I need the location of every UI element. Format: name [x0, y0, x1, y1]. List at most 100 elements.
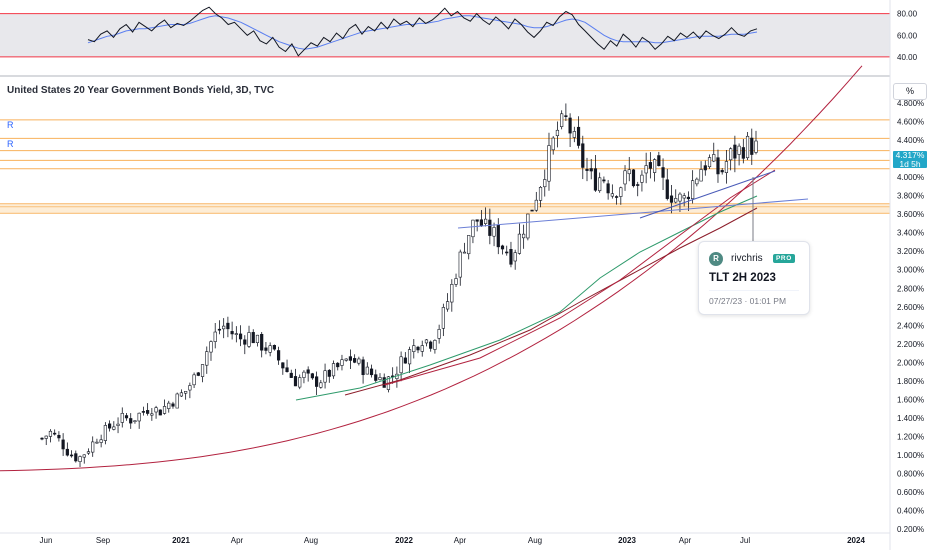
- price-axis[interactable]: 80.0060.0040.004.800%4.600%4.400%4.200%4…: [889, 0, 924, 550]
- candle-body: [631, 169, 636, 187]
- candle-body: [213, 331, 217, 342]
- candle-body: [331, 363, 336, 377]
- candle-body: [517, 233, 522, 254]
- candle-body: [264, 347, 268, 351]
- candle-body: [589, 168, 593, 172]
- price-tick-label: 1.000%: [897, 451, 924, 460]
- price-tick-label: 3.000%: [897, 266, 924, 275]
- bar-countdown: 1d 5h: [899, 158, 921, 169]
- candle-body: [78, 456, 82, 462]
- candle-body: [327, 369, 331, 377]
- candle-body: [209, 341, 213, 353]
- candle-body: [568, 117, 572, 134]
- candle-body: [437, 329, 441, 339]
- candle-body: [293, 376, 298, 387]
- candle-body: [745, 135, 750, 159]
- candle-body: [581, 143, 585, 168]
- candle-body: [585, 168, 589, 171]
- candle-body: [374, 374, 378, 381]
- candle-body: [382, 377, 386, 388]
- main-pane: [0, 65, 890, 472]
- username[interactable]: rivchris: [731, 253, 763, 264]
- candle-body: [750, 137, 754, 155]
- candle-body: [53, 432, 57, 435]
- candle-body: [707, 157, 712, 168]
- candle-body: [188, 385, 192, 391]
- rsi-tick-label: 80.00: [897, 10, 918, 19]
- candle-body: [429, 341, 433, 349]
- candle-body: [754, 140, 758, 153]
- candle-body: [95, 441, 99, 444]
- candle-body: [255, 334, 260, 344]
- candle-body: [547, 145, 551, 182]
- price-tick-label: 2.600%: [897, 303, 924, 312]
- last-price-value: 4.317%: [895, 150, 925, 160]
- candle-body: [226, 322, 230, 330]
- idea-timestamp: 07/27/23 · 01:01 PM: [709, 296, 787, 306]
- user-avatar[interactable]: R: [709, 252, 723, 266]
- price-tick-label: 1.400%: [897, 414, 924, 423]
- price-tick-label: 0.200%: [897, 525, 924, 534]
- candle-body: [445, 301, 450, 310]
- candle-body: [623, 170, 627, 185]
- candle-body: [509, 249, 513, 265]
- rsi-line: [87, 6, 758, 57]
- candle-body: [103, 425, 107, 441]
- rsi-tick-label: 40.00: [897, 53, 918, 62]
- candle-body: [412, 345, 416, 352]
- price-tick-label: 2.000%: [897, 358, 924, 367]
- percent-scale-button[interactable]: %: [893, 83, 927, 100]
- price-tick-label: 1.600%: [897, 395, 924, 404]
- candle-body: [230, 331, 234, 335]
- candle-body: [158, 409, 162, 416]
- idea-title[interactable]: TLT 2H 2023: [709, 272, 776, 284]
- candle-body: [315, 376, 319, 387]
- time-tick-label: Apr: [679, 536, 692, 545]
- price-tick-label: 2.800%: [897, 284, 924, 293]
- candle-body: [357, 358, 361, 364]
- candle-body: [57, 434, 61, 439]
- candle-body: [353, 358, 357, 363]
- candle-body: [576, 126, 581, 146]
- candle-body: [441, 307, 445, 329]
- time-axis[interactable]: Jun Sep 2021 Apr Aug 2022 Apr Aug 2023 Apr Jul 2024: [0, 532, 890, 545]
- trend-line-blue: [457, 198, 809, 229]
- candle-body: [175, 393, 179, 409]
- candle-body: [272, 345, 276, 350]
- candle-body: [40, 437, 44, 440]
- candle-body: [407, 349, 412, 365]
- candle-body: [560, 113, 564, 127]
- idea-callout[interactable]: R rivchris PRO TLT 2H 2023 07/27/23 · 01…: [698, 241, 810, 315]
- candle-body: [116, 423, 120, 426]
- rsi-pane: [0, 6, 890, 58]
- candle-body: [281, 362, 285, 369]
- candle-body: [467, 235, 471, 255]
- price-tick-label: 2.400%: [897, 321, 924, 330]
- candle-body: [678, 193, 682, 202]
- candle-body: [526, 213, 530, 239]
- candle-body: [369, 368, 374, 376]
- candle-body: [416, 346, 420, 351]
- price-tick-label: 3.400%: [897, 229, 924, 238]
- candle-body: [733, 144, 737, 159]
- candle-body: [720, 170, 724, 173]
- candle-body: [538, 187, 543, 201]
- candle-body: [260, 333, 264, 351]
- price-tick-label: 4.800%: [897, 99, 924, 108]
- candle-body: [86, 451, 91, 454]
- candle-body: [217, 328, 222, 331]
- candle-body: [644, 165, 648, 174]
- level-label-r: R: [7, 120, 14, 130]
- candle-body: [454, 278, 458, 285]
- candle-body: [433, 339, 437, 350]
- candle-body: [340, 359, 344, 366]
- price-tick-label: 3.800%: [897, 192, 924, 201]
- candle-body: [205, 351, 209, 366]
- candle-body: [505, 251, 509, 254]
- candle-body: [48, 430, 53, 437]
- candle-body: [648, 162, 652, 169]
- candle-body: [348, 356, 353, 361]
- candle-body: [695, 178, 699, 185]
- candle-body: [247, 332, 251, 347]
